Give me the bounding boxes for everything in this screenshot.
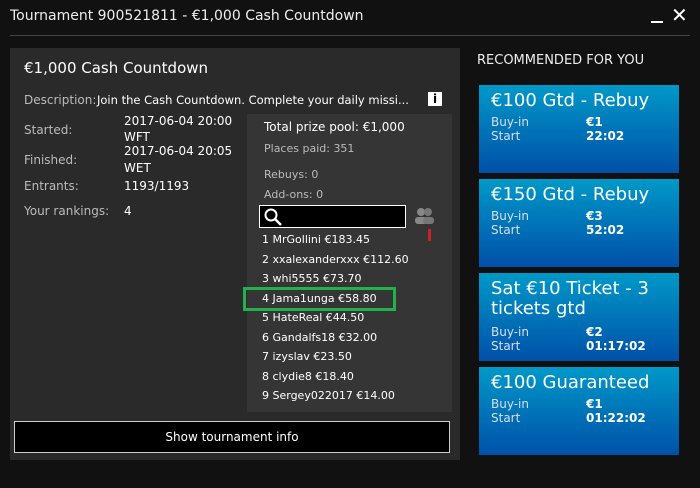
ranking-row[interactable]: 3 whi5555 €73.70 xyxy=(262,272,362,285)
finished-tz: WET xyxy=(124,161,151,175)
ranking-row[interactable]: 6 Gandalfs18 €32.00 xyxy=(262,330,378,344)
card-title: €150 Gtd - Rebuy xyxy=(491,184,650,205)
description-label: Description: xyxy=(24,93,97,107)
tournament-name: €1,000 Cash Countdown xyxy=(24,59,209,77)
highlight-own-ranking xyxy=(243,287,396,311)
info-icon[interactable]: i xyxy=(428,92,442,106)
recommended-card[interactable]: €100 Gtd - Rebuy Buy-in €1 Start 22:02 xyxy=(479,85,679,173)
start-value: 01:22:02 xyxy=(586,411,646,425)
recommended-card[interactable]: €150 Gtd - Rebuy Buy-in €3 Start 52:02 xyxy=(479,179,679,267)
ranking-row[interactable]: 2 xxalexanderxxx €112.60 xyxy=(262,252,409,266)
start-label: Start xyxy=(491,339,521,353)
player-search-input[interactable] xyxy=(259,205,406,228)
finished-label: Finished: xyxy=(24,153,78,167)
ranking-row[interactable]: 5 HateReal €44.50 xyxy=(262,311,365,324)
places-paid: Places paid: 351 xyxy=(264,142,355,155)
close-button[interactable]: ✕ xyxy=(671,3,688,27)
ranking-row[interactable]: 7 izyslav €23.50 xyxy=(262,350,352,363)
buyin-value: €2 xyxy=(586,325,603,339)
start-value: 01:17:02 xyxy=(586,339,646,353)
buyin-value: €1 xyxy=(586,115,603,129)
recommended-heading: RECOMMENDED FOR YOU xyxy=(477,53,645,68)
buyin-label: Buy-in xyxy=(491,397,529,411)
prize-panel xyxy=(247,114,452,412)
start-label: Start xyxy=(491,411,521,425)
start-label: Start xyxy=(491,129,521,143)
started-label: Started: xyxy=(24,123,73,137)
buyin-label: Buy-in xyxy=(491,115,529,129)
rankings-label: Your rankings: xyxy=(24,204,110,218)
ranking-row[interactable]: 9 Sergey022017 €14.00 xyxy=(262,389,395,402)
start-value: 52:02 xyxy=(586,223,625,237)
finished-value: 2017-06-04 20:05 xyxy=(124,144,233,158)
buyin-label: Buy-in xyxy=(491,209,529,223)
description-text: Join the Cash Countdown. Complete your d… xyxy=(97,93,409,107)
start-value: 22:02 xyxy=(586,129,625,143)
ranking-row[interactable]: 8 clydie8 €18.40 xyxy=(262,369,354,383)
ranking-row[interactable]: 1 MrGollini €183.45 xyxy=(262,233,370,246)
recommended-card[interactable]: Sat €10 Ticket - 3 tickets gtd Buy-in €2 … xyxy=(479,273,679,361)
total-prize-pool: Total prize pool: €1,000 xyxy=(264,120,405,134)
buyin-value: €1 xyxy=(586,397,603,411)
show-tournament-info-button[interactable]: Show tournament info xyxy=(14,421,450,453)
entrants-value: 1193/1193 xyxy=(124,179,190,193)
search-icon xyxy=(264,208,282,226)
buyin-label: Buy-in xyxy=(491,325,529,339)
addons: Add-ons: 0 xyxy=(264,188,324,201)
players-icon[interactable] xyxy=(413,207,435,225)
minimize-button[interactable] xyxy=(651,9,663,23)
ranking-row[interactable]: 4 Jama1unga €58.80 xyxy=(262,291,377,305)
recommended-card[interactable]: €100 Guaranteed Buy-in €1 Start 01:22:02 xyxy=(479,367,679,455)
rebuys: Rebuys: 0 xyxy=(264,168,319,181)
card-title: Sat €10 Ticket - 3 tickets gtd xyxy=(491,278,649,319)
buyin-value: €3 xyxy=(586,209,603,223)
divider xyxy=(10,35,690,36)
card-title: €100 Guaranteed xyxy=(491,372,650,393)
started-tz: WFT xyxy=(124,130,150,144)
window-title: Tournament 900521811 - €1,000 Cash Count… xyxy=(10,8,364,24)
card-title: €100 Gtd - Rebuy xyxy=(491,90,650,111)
rankings-value: 4 xyxy=(124,204,132,218)
scroll-indicator xyxy=(428,229,431,241)
entrants-label: Entrants: xyxy=(24,179,79,193)
start-label: Start xyxy=(491,223,521,237)
started-value: 2017-06-04 20:00 xyxy=(124,114,233,128)
